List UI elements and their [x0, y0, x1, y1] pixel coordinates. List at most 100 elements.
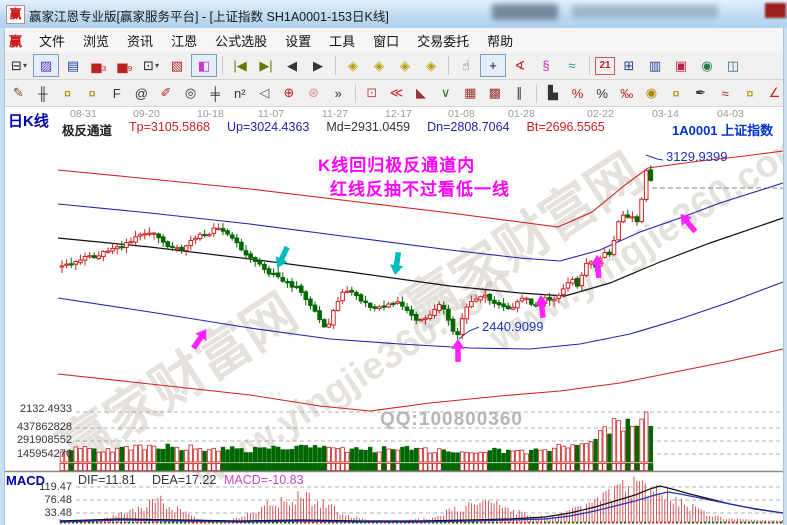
chart-area[interactable]: 赢家财富网 www.yingjie360.com 赢家财富网 www.yingjie3… [0, 107, 787, 525]
grid-box2-button[interactable]: ▩ [488, 85, 501, 100]
indicator-value: Md=2931.0459 [326, 120, 411, 134]
macd-panel-label[interactable]: MACD [6, 473, 45, 488]
date-tick: 11-27 [322, 108, 349, 120]
toolbar-separator [354, 83, 356, 103]
first-page-button[interactable]: |◀ [233, 57, 247, 73]
ink-tool-button[interactable]: ✒ [695, 85, 707, 100]
chip-distribution-button[interactable]: ▧ [170, 57, 184, 73]
gold-line-button[interactable]: ¤ [672, 85, 680, 101]
kline-type-button[interactable]: ⊟ ▾ [11, 57, 27, 73]
volume-axis-label-3: 145954276 [16, 448, 72, 460]
gold-angle-button[interactable]: ¤ [746, 85, 754, 101]
qq-watermark: QQ:100800360 [380, 409, 523, 430]
ma3-button[interactable]: ▅₃ [91, 57, 107, 73]
calculator-button[interactable]: ⊞ [623, 57, 635, 73]
up-signal-arrow [591, 254, 605, 279]
diamond-left-button[interactable]: ◈ [348, 57, 358, 73]
vee-tool-button[interactable]: ∨ [440, 85, 451, 100]
period-label[interactable]: 日K线 [8, 113, 49, 130]
menu-item[interactable]: 工具 [329, 33, 356, 49]
menu-item[interactable]: 公式选股 [215, 33, 268, 49]
box-select-button[interactable]: ⊡ [366, 85, 378, 100]
menu-item[interactable]: 窗口 [373, 33, 400, 49]
menu-item[interactable]: 资讯 [127, 33, 154, 49]
title-bar: 赢 赢家江恩专业版[赢家服务平台] - [上证指数 SH1A0001-153日K… [0, 0, 787, 29]
more-tools-button[interactable]: » [334, 85, 342, 101]
last-page-button[interactable]: ▶| [259, 57, 273, 73]
indicator-value: Bt=2696.5565 [526, 120, 605, 134]
grid-tool-button[interactable]: ╫ [38, 85, 48, 101]
diamond-right-button[interactable]: ◈ [374, 57, 384, 73]
indicator-values: Tp=3105.5868 Up=3024.4363 Md=2931.0459 Dn=2… [129, 120, 605, 139]
menu-item[interactable]: 帮助 [487, 33, 514, 49]
menu-item[interactable]: 交易委托 [417, 33, 470, 49]
grid-box-button[interactable]: ▦ [464, 85, 477, 100]
menu-bar: 赢 文件 浏览 资讯 江恩 公式选股 设置 工具 窗口 交易委托 帮助 [0, 28, 787, 53]
wave-grid-button[interactable]: ≈ [721, 85, 729, 101]
hand-tool-button[interactable]: ☝ [462, 57, 470, 73]
percent-line-button[interactable]: ‰ [620, 85, 634, 101]
diamond-down-button[interactable]: ◈ [426, 57, 436, 73]
remote-button[interactable]: ◫ [726, 57, 740, 73]
wave-tool-button[interactable]: ≈ [568, 58, 576, 73]
annotation-line1: K线回归极反通道内 [318, 156, 476, 175]
titlebar-blurred-text [572, 5, 718, 18]
circle-tool-button[interactable]: ◎ [184, 85, 197, 100]
up-signal-arrow [535, 294, 549, 319]
brush-tool-button[interactable]: ✎ [12, 85, 24, 100]
app-logo-icon: 赢 [6, 5, 25, 24]
j-line-button[interactable]: ∠ [768, 85, 781, 100]
parallel-lines-button[interactable]: ∥ [516, 85, 523, 100]
date-tick: 02-22 [587, 108, 614, 120]
gold-grid-button[interactable]: ¤ [63, 85, 72, 101]
prev-page-button[interactable]: ◀ [287, 57, 297, 73]
web-button[interactable]: ◉ [701, 57, 713, 73]
menu-item[interactable]: 江恩 [171, 33, 198, 49]
calendar-button[interactable]: 21 [595, 56, 615, 75]
spiral-button[interactable]: @ [134, 85, 148, 101]
toolbar-main: ⊟ ▾ ▨ ▤ ▅₃ ▅₉ ⊡ ▾ ▧ ◧ |◀ ▶| ◀ ▶ ◈ ◈ ◈ ◈ ☝ + ∢ § ≈21 ⊞ ▥ ▣ ◉ ◫ [0, 52, 787, 80]
price-grid-button[interactable]: F [112, 85, 121, 101]
toolbar-separator [589, 56, 590, 75]
toolbar-separator [222, 56, 223, 75]
window-title: 赢家江恩专业版[赢家服务平台] - [上证指数 SH1A0001-153日K线] [29, 10, 389, 24]
gradient-chart-button[interactable]: ◧ [191, 54, 217, 77]
up-signal-arrow [680, 213, 698, 234]
date-tick: 11-07 [258, 108, 285, 120]
percent-retrace-button[interactable]: % [571, 85, 584, 101]
crosshair-button[interactable]: + [480, 54, 506, 77]
menu-item[interactable]: 浏览 [83, 33, 110, 49]
next-page-button[interactable]: ▶ [313, 57, 323, 73]
down-signal-arrow [390, 251, 404, 276]
n2-button[interactable]: n² [234, 85, 246, 101]
diamond-up-button[interactable]: ◈ [400, 57, 410, 73]
gann-node-button[interactable]: § [542, 58, 550, 73]
menu-item[interactable]: 文件 [39, 33, 66, 49]
window-control-box[interactable] [765, 3, 786, 18]
date-tick: 01-08 [448, 108, 475, 120]
target-button[interactable]: ⊕ [283, 85, 295, 100]
compass-brush-button[interactable]: ✐ [160, 85, 172, 100]
info-report-button[interactable]: ▤ [66, 57, 80, 73]
hist-tool-button[interactable]: ▙ [547, 85, 558, 100]
ma9-button[interactable]: ▅₉ [117, 57, 133, 73]
candle-style-button[interactable]: ⊡ ▾ [143, 57, 159, 73]
percent-button[interactable]: % [596, 85, 608, 101]
zoom-area-button[interactable]: ▨ [33, 54, 59, 77]
gold-circle-button[interactable]: ◉ [645, 85, 658, 100]
macd-dif-value: DIF=11.81 [78, 473, 136, 487]
pointer-button[interactable]: ◁ [259, 85, 270, 100]
target2-button[interactable]: ⊛ [308, 85, 320, 100]
menu-item[interactable]: 设置 [285, 33, 312, 49]
menu-logo-icon: 赢 [9, 33, 23, 49]
trend-lines-button[interactable]: ◣ [415, 85, 426, 100]
gold-grid2-button[interactable]: ¤ [88, 85, 96, 101]
angle-measure-button[interactable]: ∢ [514, 57, 526, 73]
fan-lines-button[interactable]: ≪ [389, 85, 404, 100]
toolbar-separator [335, 56, 336, 75]
save-button[interactable]: ▣ [674, 57, 688, 73]
notes-button[interactable]: ▥ [648, 57, 662, 73]
titlebar-blurred-widget [492, 4, 558, 20]
ruler-tool-button[interactable]: ╪ [210, 85, 220, 101]
macd-axis-label-3: 33.48 [44, 507, 72, 519]
